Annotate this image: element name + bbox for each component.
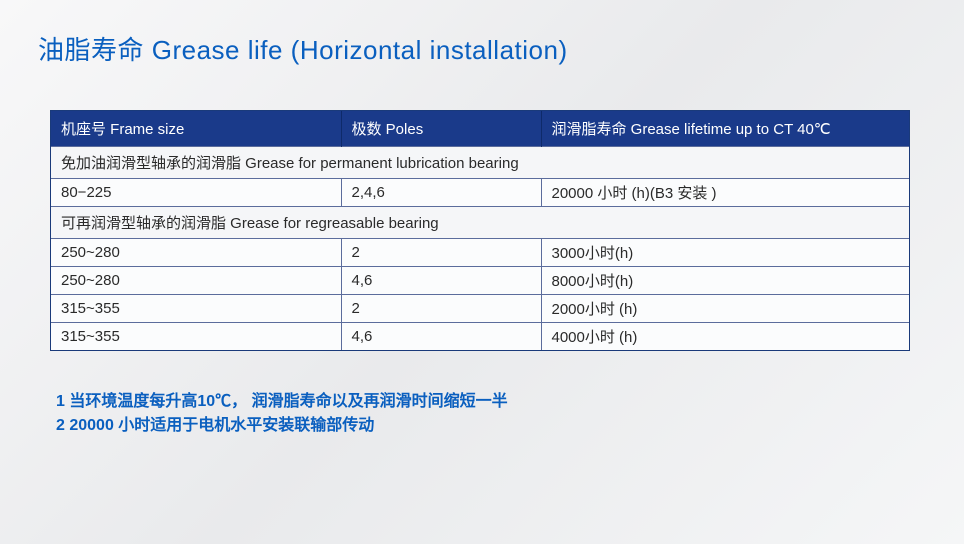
table-row: 250~280 2 3000小时(h) xyxy=(51,239,909,267)
footnotes: 1 当环境温度每升高10℃， 润滑脂寿命以及再润滑时间缩短一半 2 20000 … xyxy=(56,390,508,438)
footnote-1: 1 当环境温度每升高10℃， 润滑脂寿命以及再润滑时间缩短一半 xyxy=(56,390,508,414)
cell-frame: 250~280 xyxy=(51,267,341,295)
table-row: 80−225 2,4,6 20000 小时 (h)(B3 安装 ) xyxy=(51,179,909,207)
cell-life: 2000小时 (h) xyxy=(541,295,909,323)
cell-poles: 4,6 xyxy=(341,267,541,295)
cell-poles: 2 xyxy=(341,239,541,267)
cell-frame: 315~355 xyxy=(51,295,341,323)
cell-poles: 4,6 xyxy=(341,323,541,351)
cell-life: 20000 小时 (h)(B3 安装 ) xyxy=(541,179,909,207)
cell-frame: 250~280 xyxy=(51,239,341,267)
cell-poles: 2,4,6 xyxy=(341,179,541,207)
col-header-frame: 机座号 Frame size xyxy=(51,111,341,147)
cell-life: 8000小时(h) xyxy=(541,267,909,295)
cell-poles: 2 xyxy=(341,295,541,323)
footnote-2: 2 20000 小时适用于电机水平安装联输部传动 xyxy=(56,414,508,438)
page-title: 油脂寿命 Grease life (Horizontal installatio… xyxy=(38,30,568,67)
cell-life: 3000小时(h) xyxy=(541,239,909,267)
table-row: 315~355 4,6 4000小时 (h) xyxy=(51,323,909,351)
table-row: 315~355 2 2000小时 (h) xyxy=(51,295,909,323)
table-row: 250~280 4,6 8000小时(h) xyxy=(51,267,909,295)
cell-frame: 315~355 xyxy=(51,323,341,351)
section-2-label: 可再润滑型轴承的润滑脂 Grease for regreasable beari… xyxy=(51,207,909,239)
cell-life: 4000小时 (h) xyxy=(541,323,909,351)
grease-life-table: 机座号 Frame size 极数 Poles 润滑脂寿命 Grease lif… xyxy=(50,110,910,351)
section-1-label: 免加油润滑型轴承的润滑脂 Grease for permanent lubric… xyxy=(51,147,909,179)
col-header-poles: 极数 Poles xyxy=(341,111,541,147)
col-header-life: 润滑脂寿命 Grease lifetime up to CT 40℃ xyxy=(541,111,909,147)
cell-frame: 80−225 xyxy=(51,179,341,207)
